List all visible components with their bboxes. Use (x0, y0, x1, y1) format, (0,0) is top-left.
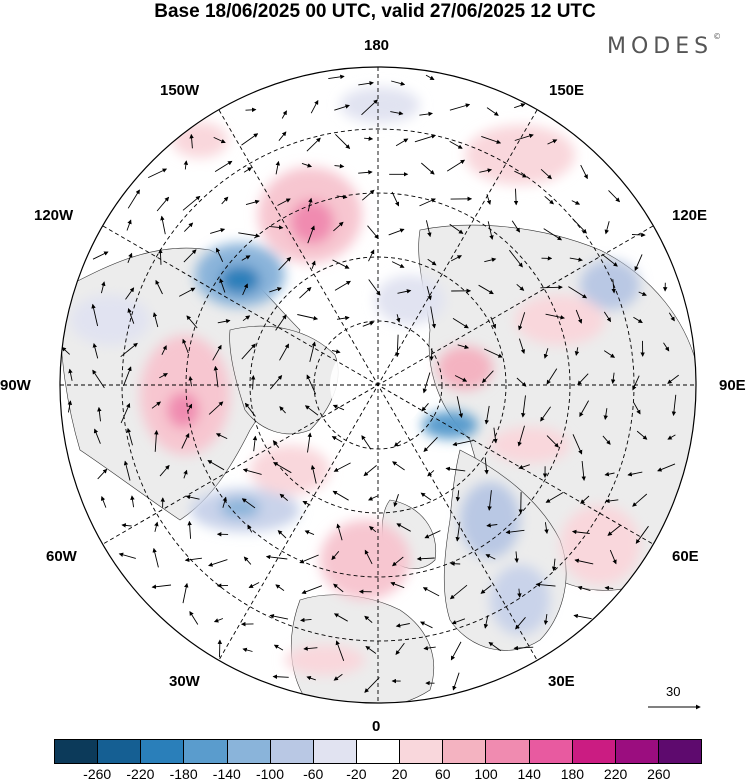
polar-map (0, 0, 750, 783)
colorbar-swatch (615, 740, 658, 763)
colorbar-tick-label: -100 (248, 766, 292, 782)
colorbar-tick-label: 60 (421, 766, 465, 782)
colorbar-swatch (183, 740, 226, 763)
colorbar-tick-label: -220 (118, 766, 162, 782)
colorbar-tick-label: 20 (378, 766, 422, 782)
colorbar-swatch (140, 740, 183, 763)
label-90e: 90E (719, 377, 746, 395)
colorbar-tick-label: -140 (205, 766, 249, 782)
colorbar (54, 739, 702, 764)
label-150e: 150E (549, 82, 584, 100)
label-30e: 30E (548, 673, 575, 691)
colorbar-swatch (270, 740, 313, 763)
colorbar-swatch (485, 740, 528, 763)
label-90w: 90W (0, 377, 31, 395)
colorbar-tick-label: 180 (550, 766, 594, 782)
reference-vector-label: 30 (666, 684, 680, 699)
colorbar-tick-label: -60 (291, 766, 335, 782)
colorbar-swatch (399, 740, 442, 763)
label-0: 0 (372, 718, 380, 736)
colorbar-swatch (658, 740, 701, 763)
colorbar-swatch (313, 740, 356, 763)
colorbar-tick-label: -180 (162, 766, 206, 782)
wind-vector (431, 348, 432, 360)
map-disk (50, 60, 710, 720)
colorbar-tick-label: 100 (464, 766, 508, 782)
wind-vector (632, 235, 645, 236)
colorbar-swatch (572, 740, 615, 763)
colorbar-tick-label: 220 (594, 766, 638, 782)
colorbar-tick-label: -260 (75, 766, 119, 782)
colorbar-tick-label: 260 (637, 766, 681, 782)
colorbar-swatch (55, 740, 97, 763)
label-120e: 120E (672, 207, 707, 225)
label-120w: 120W (34, 207, 73, 225)
label-30w: 30W (169, 673, 200, 691)
colorbar-tick-label: 140 (507, 766, 551, 782)
colorbar-swatch (529, 740, 572, 763)
label-60e: 60E (672, 548, 699, 566)
colorbar-swatch (227, 740, 270, 763)
label-150w: 150W (160, 82, 199, 100)
colorbar-swatch (356, 740, 399, 763)
wind-vector (540, 287, 562, 288)
label-60w: 60W (46, 548, 77, 566)
colorbar-swatch (97, 740, 140, 763)
label-180: 180 (364, 37, 389, 55)
colorbar-tick-label: -20 (334, 766, 378, 782)
colorbar-swatch (442, 740, 485, 763)
wind-vector (246, 110, 256, 111)
